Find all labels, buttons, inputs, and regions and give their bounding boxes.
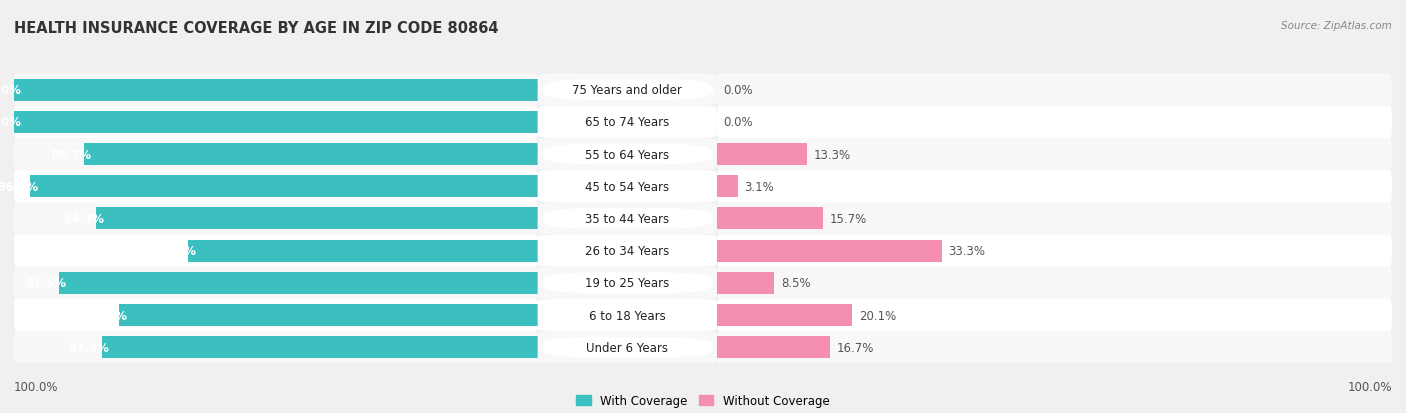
FancyBboxPatch shape [717, 299, 1392, 331]
FancyBboxPatch shape [14, 74, 537, 107]
FancyBboxPatch shape [14, 107, 537, 139]
Text: 100.0%: 100.0% [1347, 380, 1392, 393]
Bar [101, 337, 537, 358]
FancyBboxPatch shape [537, 299, 717, 331]
FancyBboxPatch shape [717, 331, 1392, 363]
Text: 20.1%: 20.1% [859, 309, 897, 322]
Text: 75 Years and older: 75 Years and older [572, 84, 682, 97]
FancyBboxPatch shape [537, 139, 717, 171]
FancyBboxPatch shape [537, 107, 717, 139]
Legend: With Coverage, Without Coverage: With Coverage, Without Coverage [576, 394, 830, 407]
Bar [14, 79, 537, 101]
FancyBboxPatch shape [537, 331, 717, 363]
FancyBboxPatch shape [541, 305, 713, 325]
Bar [717, 304, 852, 326]
Text: 33.3%: 33.3% [949, 244, 986, 257]
Text: 0.0%: 0.0% [724, 116, 754, 129]
FancyBboxPatch shape [541, 209, 713, 229]
FancyBboxPatch shape [14, 235, 537, 267]
Text: 91.5%: 91.5% [25, 277, 66, 290]
Text: 65 to 74 Years: 65 to 74 Years [585, 116, 669, 129]
Bar [717, 240, 942, 262]
FancyBboxPatch shape [541, 176, 713, 197]
Bar [84, 144, 537, 166]
FancyBboxPatch shape [717, 171, 1392, 203]
FancyBboxPatch shape [717, 203, 1392, 235]
FancyBboxPatch shape [541, 112, 713, 133]
Text: 100.0%: 100.0% [0, 116, 22, 129]
FancyBboxPatch shape [537, 235, 717, 267]
Text: 15.7%: 15.7% [830, 212, 866, 225]
FancyBboxPatch shape [717, 74, 1392, 107]
Text: 100.0%: 100.0% [0, 84, 22, 97]
FancyBboxPatch shape [14, 299, 537, 331]
Bar [31, 176, 537, 198]
Text: 84.3%: 84.3% [63, 212, 104, 225]
Text: HEALTH INSURANCE COVERAGE BY AGE IN ZIP CODE 80864: HEALTH INSURANCE COVERAGE BY AGE IN ZIP … [14, 21, 499, 36]
Text: 45 to 54 Years: 45 to 54 Years [585, 180, 669, 193]
Text: 66.7%: 66.7% [155, 244, 197, 257]
Text: Under 6 Years: Under 6 Years [586, 341, 668, 354]
Bar [717, 337, 830, 358]
Bar [96, 208, 537, 230]
Bar [14, 112, 537, 133]
Text: 100.0%: 100.0% [14, 380, 59, 393]
Text: 96.9%: 96.9% [0, 180, 38, 193]
FancyBboxPatch shape [541, 273, 713, 293]
Bar [717, 208, 823, 230]
Bar [717, 144, 807, 166]
Text: 0.0%: 0.0% [724, 84, 754, 97]
Text: 26 to 34 Years: 26 to 34 Years [585, 244, 669, 257]
FancyBboxPatch shape [14, 171, 537, 203]
FancyBboxPatch shape [717, 139, 1392, 171]
FancyBboxPatch shape [14, 203, 537, 235]
Bar [120, 304, 537, 326]
Text: 55 to 64 Years: 55 to 64 Years [585, 148, 669, 161]
FancyBboxPatch shape [14, 139, 537, 171]
Text: 3.1%: 3.1% [744, 180, 775, 193]
FancyBboxPatch shape [541, 80, 713, 101]
FancyBboxPatch shape [717, 235, 1392, 267]
Bar [59, 272, 537, 294]
FancyBboxPatch shape [537, 267, 717, 299]
Text: 6 to 18 Years: 6 to 18 Years [589, 309, 665, 322]
Text: 16.7%: 16.7% [837, 341, 873, 354]
Text: 35 to 44 Years: 35 to 44 Years [585, 212, 669, 225]
Text: Source: ZipAtlas.com: Source: ZipAtlas.com [1281, 21, 1392, 31]
FancyBboxPatch shape [541, 337, 713, 358]
Bar [188, 240, 537, 262]
FancyBboxPatch shape [717, 107, 1392, 139]
FancyBboxPatch shape [717, 267, 1392, 299]
FancyBboxPatch shape [14, 267, 537, 299]
Text: 86.7%: 86.7% [51, 148, 91, 161]
FancyBboxPatch shape [541, 145, 713, 165]
FancyBboxPatch shape [541, 241, 713, 261]
FancyBboxPatch shape [537, 74, 717, 107]
Text: 8.5%: 8.5% [780, 277, 810, 290]
Text: 19 to 25 Years: 19 to 25 Years [585, 277, 669, 290]
Text: 13.3%: 13.3% [813, 148, 851, 161]
Bar [717, 272, 775, 294]
FancyBboxPatch shape [537, 171, 717, 203]
Text: 83.3%: 83.3% [69, 341, 110, 354]
FancyBboxPatch shape [14, 331, 537, 363]
Bar [717, 176, 738, 198]
Text: 79.9%: 79.9% [86, 309, 127, 322]
FancyBboxPatch shape [537, 203, 717, 235]
